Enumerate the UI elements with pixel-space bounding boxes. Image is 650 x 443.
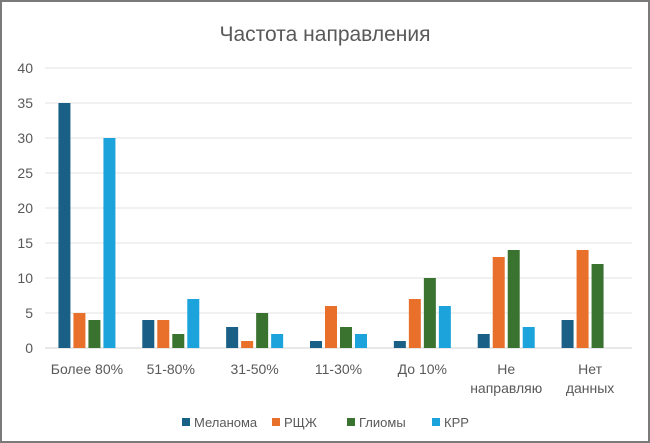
y-axis: 0 5 10 15 20 25 30 35 40: [17, 60, 33, 356]
y-tick-label: 0: [25, 340, 33, 356]
x-tick-label: данных: [566, 380, 614, 396]
bar-РЩЖ: [408, 299, 421, 348]
y-tick-label: 40: [17, 60, 33, 76]
x-tick-label: 11-30%: [315, 361, 362, 377]
bar-РЩЖ: [492, 257, 505, 348]
legend-swatch: [347, 418, 355, 426]
bar-КРР: [103, 138, 116, 348]
x-tick-label: До 10%: [398, 361, 447, 377]
bar-РЩЖ: [241, 341, 254, 348]
bars: [58, 103, 604, 348]
legend-label: Глиомы: [359, 415, 406, 430]
bar-КРР: [438, 306, 451, 348]
bar-РЩЖ: [157, 320, 170, 348]
bar-Меланома: [142, 320, 155, 348]
bar-РЩЖ: [73, 313, 86, 348]
bar-Глиомы: [423, 278, 436, 348]
y-tick-label: 5: [25, 305, 33, 321]
y-tick-label: 35: [17, 95, 33, 111]
legend: Меланома РЩЖ Глиомы КРР: [182, 415, 469, 430]
x-tick-label: 31-50%: [231, 361, 279, 377]
bar-КРР: [187, 299, 200, 348]
gridlines: [45, 67, 632, 349]
y-tick-label: 25: [17, 165, 33, 181]
bar-Глиомы: [507, 250, 520, 348]
x-tick-label: Не: [497, 361, 515, 377]
legend-swatch: [432, 418, 440, 426]
legend-label: Меланома: [194, 415, 258, 430]
bar-КРР: [522, 327, 535, 348]
y-tick-label: 20: [17, 200, 33, 216]
legend-item: КРР: [432, 415, 469, 430]
bar-КРР: [271, 334, 284, 348]
legend-label: КРР: [444, 415, 469, 430]
legend-swatch: [182, 418, 190, 426]
bar-РЩЖ: [325, 306, 337, 348]
x-tick-label: направляю: [470, 380, 542, 396]
bar-Глиомы: [256, 313, 269, 348]
bar-Меланома: [393, 341, 406, 348]
bar-КРР: [355, 334, 367, 348]
bar-Меланома: [226, 327, 239, 348]
bar-Глиомы: [591, 264, 604, 348]
bar-Глиомы: [88, 320, 101, 348]
bar-Глиомы: [172, 334, 185, 348]
x-axis: Более 80% 51-80% 31-50% 11-30% До 10% Не напра…: [51, 361, 615, 396]
legend-swatch: [272, 418, 280, 426]
bar-Меланома: [58, 103, 71, 348]
y-tick-label: 15: [17, 235, 33, 251]
bar-Глиомы: [340, 327, 352, 348]
x-tick-label: Более 80%: [51, 361, 123, 377]
x-tick-label: 51-80%: [147, 361, 195, 377]
y-tick-label: 10: [17, 270, 33, 286]
legend-item: Меланома: [182, 415, 258, 430]
legend-item: РЩЖ: [272, 415, 317, 430]
legend-item: Глиомы: [347, 415, 406, 430]
bar-Меланома: [561, 320, 574, 348]
bar-Меланома: [477, 334, 490, 348]
y-tick-label: 30: [17, 130, 33, 146]
bar-Меланома: [310, 341, 322, 348]
bar-РЩЖ: [576, 250, 589, 348]
x-tick-label: Нет: [578, 361, 602, 377]
legend-label: РЩЖ: [284, 415, 317, 430]
chart-title: Частота направления: [220, 23, 431, 46]
